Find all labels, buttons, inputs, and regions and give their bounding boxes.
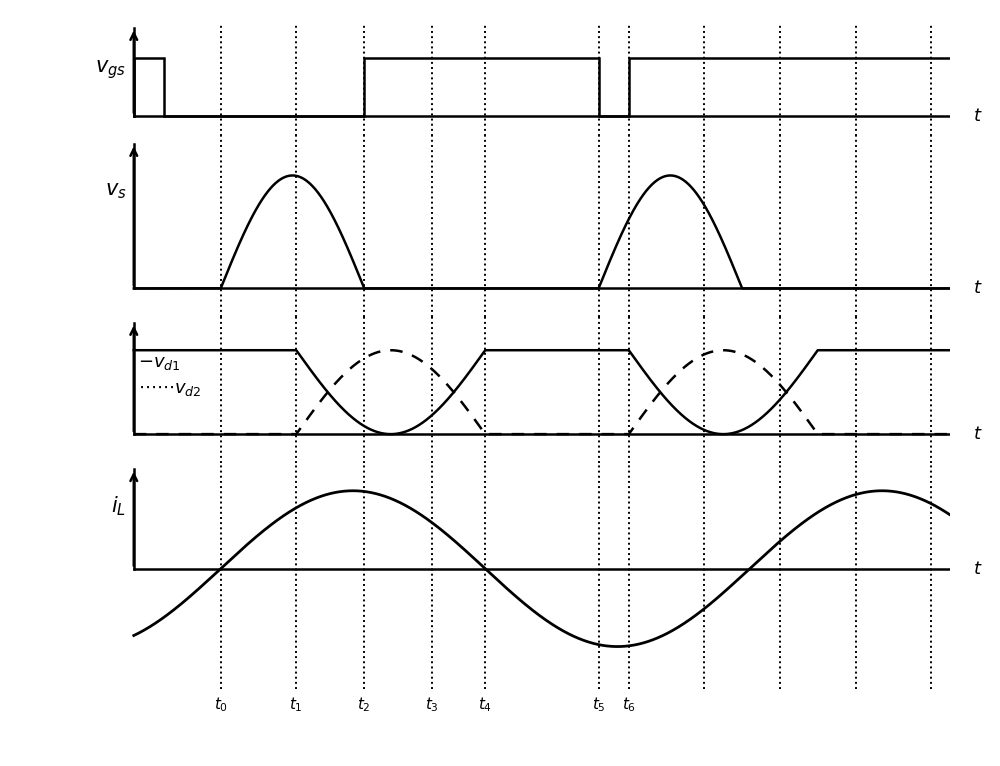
Text: $t$: $t$	[973, 425, 982, 443]
Text: $t_2$: $t_2$	[357, 696, 371, 714]
Text: $t_6$: $t_6$	[622, 696, 636, 714]
Text: $t$: $t$	[973, 280, 982, 297]
Text: $t_4$: $t_4$	[478, 696, 492, 714]
Text: $t_5$: $t_5$	[592, 696, 605, 714]
Text: $t_1$: $t_1$	[289, 696, 303, 714]
Text: $\cdots\cdots v_{d2}$: $\cdots\cdots v_{d2}$	[138, 380, 201, 398]
Text: $t_3$: $t_3$	[425, 696, 439, 714]
Text: $-v_{d1}$: $-v_{d1}$	[138, 355, 180, 372]
Text: $t$: $t$	[973, 106, 982, 125]
Text: $i_L$: $i_L$	[111, 495, 126, 519]
Text: $t$: $t$	[973, 560, 982, 578]
Text: $t_0$: $t_0$	[214, 696, 228, 714]
Text: $v_{gs}$: $v_{gs}$	[95, 57, 126, 80]
Text: $v_s$: $v_s$	[105, 181, 126, 201]
